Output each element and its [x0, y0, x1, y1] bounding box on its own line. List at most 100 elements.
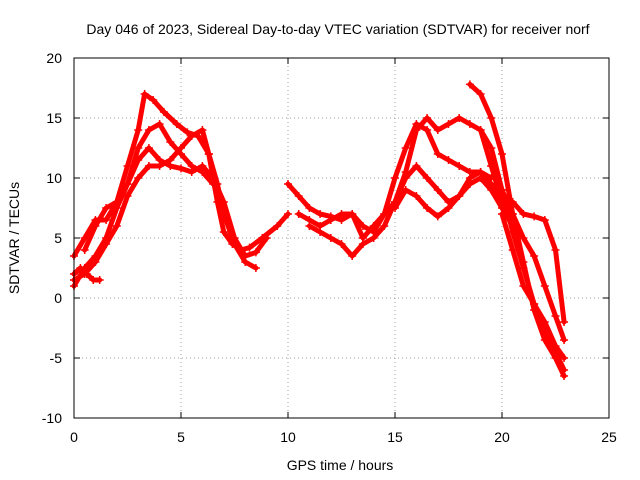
x-axis-title: GPS time / hours: [287, 457, 394, 473]
data-point: [487, 162, 496, 170]
series-line: [71, 127, 259, 283]
data-point: [326, 216, 335, 224]
y-tick-label: 5: [54, 230, 62, 246]
data-point: [476, 90, 485, 98]
data-point: [204, 150, 213, 158]
data-point: [530, 212, 539, 221]
data-point: [198, 126, 207, 134]
data-point: [560, 336, 569, 344]
data-point: [102, 240, 111, 248]
data-point: [294, 210, 303, 218]
grid: [74, 58, 609, 418]
series-track-13: [508, 198, 569, 326]
data-point: [123, 162, 132, 170]
data-point: [337, 240, 346, 248]
y-tick-label: 20: [46, 50, 62, 66]
data-point: [380, 222, 389, 230]
data-point: [412, 120, 421, 128]
data-point: [134, 174, 143, 182]
data-point: [144, 162, 153, 170]
data-point: [433, 126, 442, 134]
data-point: [219, 228, 228, 236]
data-point: [155, 120, 164, 128]
data-point: [560, 354, 569, 362]
series-line: [510, 199, 567, 325]
series-track-12: [487, 162, 569, 344]
data-point: [305, 222, 314, 230]
data-point: [177, 150, 185, 158]
y-tick-label: 10: [46, 170, 62, 186]
data-point: [401, 144, 410, 152]
axis-ticks: 0 5 10 15 20 25 -10 -5 0 5 10 15 20: [42, 50, 617, 445]
data-point: [519, 234, 528, 242]
data-point: [508, 246, 517, 254]
data-point: [187, 132, 196, 140]
series-group: [70, 80, 569, 380]
data-point: [262, 234, 271, 242]
data-point: [540, 318, 549, 326]
series-line: [392, 169, 494, 219]
data-point: [140, 90, 149, 98]
data-point: [423, 174, 432, 182]
data-point: [369, 234, 378, 242]
data-point: [391, 204, 399, 212]
series-track-4: [80, 120, 218, 254]
x-tick-label: 25: [601, 429, 617, 445]
data-point: [433, 186, 442, 194]
data-point: [519, 264, 528, 272]
data-point: [102, 216, 111, 224]
data-point: [530, 252, 539, 260]
x-tick-label: 5: [177, 429, 185, 445]
series-line: [467, 81, 567, 379]
data-point: [358, 240, 367, 248]
data-point: [508, 210, 517, 218]
data-point: [102, 204, 111, 212]
data-point: [348, 252, 357, 260]
data-point: [123, 180, 132, 188]
data-point: [348, 210, 357, 218]
data-point: [82, 270, 91, 278]
data-point: [498, 150, 506, 158]
y-tick-label: -10: [42, 410, 62, 426]
data-point: [487, 114, 496, 122]
x-tick-label: 15: [387, 429, 403, 445]
y-axis-title: SDTVAR / TECUs: [6, 182, 22, 294]
data-point: [551, 312, 560, 320]
data-point: [251, 264, 260, 272]
data-point: [551, 246, 560, 254]
data-point: [519, 282, 528, 290]
data-point: [358, 222, 367, 230]
data-point: [465, 174, 474, 182]
data-point: [465, 80, 474, 89]
data-point: [76, 264, 85, 272]
series-line: [296, 121, 505, 235]
data-point: [508, 198, 517, 206]
data-point: [326, 234, 335, 242]
data-point: [166, 138, 175, 146]
data-point: [149, 96, 158, 104]
data-point: [166, 156, 175, 164]
data-point: [412, 162, 421, 170]
data-point: [183, 128, 192, 137]
data-point: [433, 212, 442, 221]
data-point: [251, 248, 260, 257]
data-point: [455, 162, 464, 170]
data-point: [508, 228, 517, 236]
data-point: [498, 210, 506, 218]
data-point: [144, 144, 153, 152]
y-tick-label: -5: [50, 350, 63, 366]
data-point: [144, 126, 153, 134]
series-line: [71, 91, 291, 259]
data-point: [134, 144, 143, 152]
data-point: [455, 192, 464, 200]
data-point: [198, 168, 207, 176]
data-point: [219, 210, 228, 218]
series-track-9: [391, 168, 496, 221]
series-line: [306, 163, 516, 259]
data-point: [294, 192, 303, 200]
data-point: [172, 120, 181, 128]
data-point: [455, 114, 464, 122]
data-point: [112, 198, 121, 206]
data-point: [305, 204, 314, 212]
